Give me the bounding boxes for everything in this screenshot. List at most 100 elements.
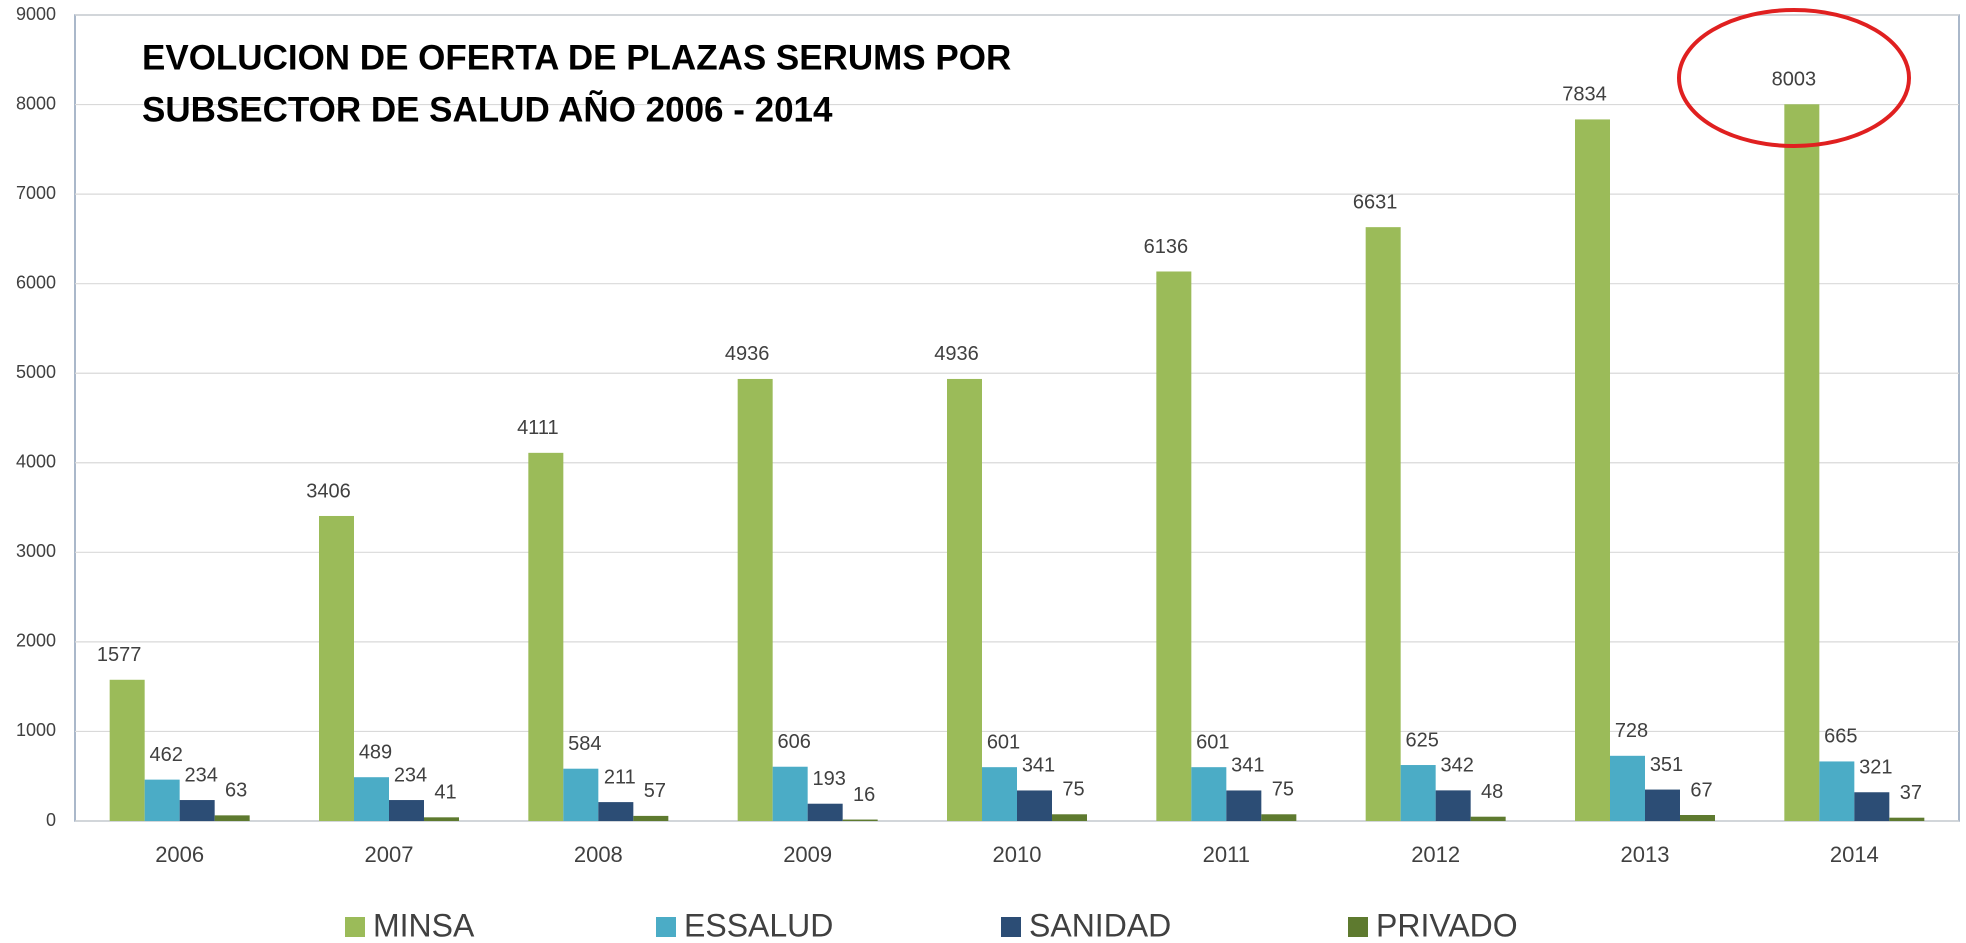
x-tick-label: 2014 [1830,842,1879,867]
x-tick-label: 2007 [365,842,414,867]
bar [319,515,354,821]
data-label: 489 [359,741,392,763]
x-tick-label: 2012 [1411,842,1460,867]
bar [1191,767,1227,821]
data-label: 37 [1900,782,1922,804]
data-label: 63 [225,780,247,802]
bar [424,817,459,821]
bar [1784,104,1820,822]
y-tick-label: 5000 [16,362,56,382]
bar [1017,790,1052,821]
y-tick-label: 2000 [16,631,56,651]
data-label: 234 [184,764,217,786]
bar [633,815,669,821]
legend-label: MINSA [373,907,475,943]
legend-swatch [345,917,365,937]
bar [1575,119,1610,822]
data-label: 1577 [97,644,142,666]
data-label: 57 [644,780,666,802]
data-label: 342 [1440,755,1473,777]
data-label: 601 [987,731,1020,753]
chart-title: SUBSECTOR DE SALUD AÑO 2006 - 2014 [142,90,833,129]
y-tick-label: 1000 [16,720,56,740]
data-label: 75 [1062,779,1084,801]
legend-label: ESSALUD [684,907,833,943]
y-tick-label: 0 [46,810,56,830]
bar [598,802,634,821]
y-tick-label: 9000 [16,4,56,24]
data-label: 665 [1824,726,1857,748]
legend-swatch [656,917,676,937]
data-label: 351 [1650,754,1683,776]
data-label: 7834 [1562,84,1607,106]
bar [807,803,843,821]
chart-title: EVOLUCION DE OFERTA DE PLAZAS SERUMS POR [142,38,1011,77]
bar [947,378,982,821]
data-label: 4111 [517,417,559,439]
data-label: 462 [149,744,182,766]
y-tick-label: 8000 [16,93,56,113]
bar [1819,761,1855,821]
y-tick-label: 3000 [16,541,56,561]
data-label: 728 [1615,720,1648,742]
bar [1226,790,1262,821]
legend-label: PRIVADO [1376,907,1518,943]
data-label: 75 [1272,779,1294,801]
bar [1052,814,1087,821]
y-tick-label: 6000 [16,272,56,292]
data-label: 6631 [1353,191,1398,213]
x-tick-label: 2006 [155,842,204,867]
x-tick-label: 2008 [574,842,623,867]
bar [1854,792,1890,821]
x-tick-label: 2009 [783,842,832,867]
bar [842,819,878,821]
y-tick-label: 4000 [16,452,56,472]
bar [1470,816,1506,821]
bar [214,815,250,821]
data-label: 4936 [725,343,770,365]
data-label: 211 [604,766,636,788]
bar [1889,817,1925,821]
bar [563,768,599,821]
data-label: 341 [1231,755,1264,777]
bar [354,777,389,821]
data-label: 321 [1859,757,1892,779]
bar [109,679,145,821]
data-label: 8003 [1772,69,1817,91]
data-label: 3406 [306,480,351,502]
bar [1261,814,1297,821]
x-tick-label: 2010 [993,842,1042,867]
data-label: 625 [1405,729,1438,751]
bars [109,104,1925,822]
highlight-circle [1677,8,1911,148]
bar [982,767,1017,821]
bar [389,800,424,821]
bar [1610,755,1645,821]
bar [1156,271,1192,821]
x-tick-label: 2013 [1621,842,1670,867]
bar [1680,814,1715,821]
legend-swatch [1001,917,1021,937]
data-label: 4936 [934,343,979,365]
data-label: 606 [777,731,810,753]
bar [772,766,808,821]
data-label: 584 [568,733,601,755]
y-tick-label: 7000 [16,183,56,203]
x-tick-label: 2011 [1203,842,1250,867]
data-label: 193 [812,768,845,790]
bar [1400,765,1436,821]
data-label: 6136 [1144,236,1189,258]
bar [144,779,180,821]
data-label: 48 [1481,781,1503,803]
data-label: 341 [1022,755,1055,777]
data-label: 16 [853,784,875,806]
data-label: 601 [1196,731,1229,753]
legend-swatch [1348,917,1368,937]
data-label: 234 [394,764,427,786]
legend-label: SANIDAD [1029,907,1171,943]
bar [737,378,773,821]
bar [1645,789,1680,821]
data-label: 67 [1690,779,1712,801]
bar [179,800,215,821]
